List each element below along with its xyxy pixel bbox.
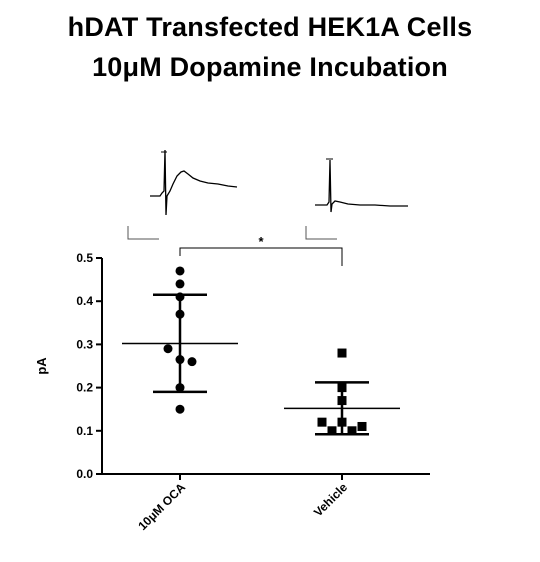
data-point-circle [163, 344, 173, 354]
y-tick-label: 0.3 [76, 337, 93, 351]
data-point-square [327, 426, 337, 436]
x-tick-label: 10μM OCA [135, 480, 188, 533]
mean-sd-lines [122, 293, 400, 436]
y-tick-label: 0.0 [76, 467, 93, 481]
y-tick-label: 0.5 [76, 251, 93, 265]
x-axis-ticks: 10μM OCA Vehicle [135, 474, 350, 533]
trace-oca-line [150, 149, 238, 216]
y-axis-title: pA [34, 357, 49, 375]
data-point-circle [175, 279, 185, 289]
trace-inset-oca [127, 149, 238, 240]
chart-title-line-1: hDAT Transfected HEK1A Cells [67, 12, 473, 42]
chart-title-line-2: 10μM Dopamine Incubation [92, 52, 448, 82]
y-tick-label: 0.1 [76, 424, 93, 438]
y-tick-label: 0.4 [76, 294, 93, 308]
significance-bracket-line [179, 247, 343, 266]
data-point-square [347, 426, 357, 436]
data-points [163, 266, 367, 436]
y-tick-label: 0.2 [76, 381, 93, 395]
data-point-circle [187, 357, 197, 367]
data-point-circle [175, 266, 185, 276]
data-point-square [337, 348, 347, 358]
data-point-circle [175, 404, 185, 414]
trace-vehicle-line [315, 159, 408, 213]
trace-inset-vehicle [305, 158, 408, 240]
x-tick-label: Vehicle [311, 480, 350, 519]
y-axis-ticks: 0.0 0.1 0.2 0.3 0.4 0.5 [76, 251, 102, 481]
scale-bar-vehicle [305, 226, 337, 240]
data-point-square [317, 417, 327, 427]
scale-bar-oca [127, 226, 159, 240]
significance-star: * [258, 234, 264, 249]
significance-bracket [179, 247, 343, 266]
data-point-square [357, 421, 367, 431]
